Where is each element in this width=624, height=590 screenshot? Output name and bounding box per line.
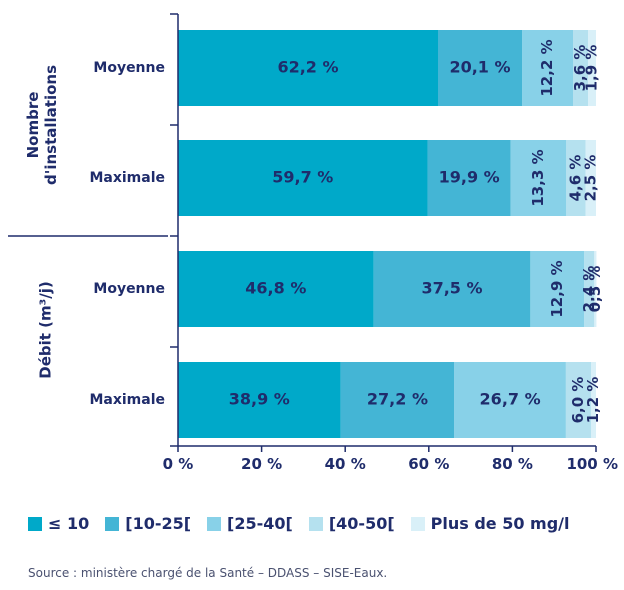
legend-item: [25-40[ <box>207 514 293 533</box>
group-label: Débit (m³/j) <box>37 281 55 378</box>
bar-segment <box>590 362 596 438</box>
value-label: 27,2 % <box>367 390 428 409</box>
value-label: 59,7 % <box>272 168 333 187</box>
x-tick-label: 100 % <box>566 455 618 473</box>
bar-segment <box>178 140 428 216</box>
legend-label: [10-25[ <box>125 514 192 533</box>
bar-segment <box>522 30 574 106</box>
value-label: 38,9 % <box>229 390 290 409</box>
legend-item: [40-50[ <box>308 514 395 533</box>
legend-label: Plus de 50 mg/l <box>430 514 570 533</box>
value-label: 0,5 % <box>586 266 604 313</box>
bar-segment <box>585 140 596 216</box>
bar-segment <box>437 30 523 106</box>
axes-layer: Moyenne Maximale Moyenne Maximale 0 % 20 % 40 … <box>8 13 618 473</box>
bar-segment <box>178 251 374 327</box>
value-label: 12,2 % <box>538 39 556 96</box>
value-label: 2,5 % <box>581 155 599 202</box>
value-label: 1,2 % <box>584 377 602 424</box>
category-label: Maximale <box>89 392 165 408</box>
x-tick-label: 20 % <box>241 455 282 473</box>
bar-segment <box>427 140 511 216</box>
value-label: 20,1 % <box>449 58 510 77</box>
legend-item: Plus de 50 mg/l <box>410 514 570 533</box>
value-label: 13,3 % <box>529 149 547 206</box>
bar-segment <box>510 140 567 216</box>
value-label: 19,9 % <box>439 168 500 187</box>
x-tick-label: 80 % <box>492 455 533 473</box>
value-label: 12,9 % <box>548 260 566 317</box>
bar-segment <box>565 362 591 438</box>
bar-segment <box>178 362 341 438</box>
bar-segment <box>594 251 597 327</box>
bar-segment <box>373 251 531 327</box>
x-tick-label: 60 % <box>408 455 449 473</box>
bars-layer: 62,2 % 20,1 % 12,2 % 3,6 %1,9 % 59,7 % 19,9 %… <box>178 30 604 438</box>
source-note: Source : ministère chargé de la Santé – … <box>28 566 388 580</box>
legend-label: ≤ 10 <box>48 514 90 533</box>
legend-swatch <box>308 516 323 531</box>
value-label: 62,2 % <box>277 58 338 77</box>
category-label: Moyenne <box>93 281 165 297</box>
bar-segment <box>530 251 585 327</box>
legend-label: [40-50[ <box>328 514 395 533</box>
value-label: 37,5 % <box>421 279 482 298</box>
value-label: 1,9 % <box>583 45 601 92</box>
bar-segment <box>573 30 589 106</box>
stacked-bar-chart: 62,2 % 20,1 % 12,2 % 3,6 %1,9 % 59,7 % 19,9 %… <box>8 13 618 473</box>
bar-segment <box>340 362 455 438</box>
legend-item: ≤ 10 <box>28 514 89 533</box>
bar-segment <box>588 30 596 106</box>
group-label: Nombred'installations <box>24 65 60 185</box>
legend-label: [25-40[ <box>227 514 293 533</box>
value-label: 2,4 % <box>580 266 598 313</box>
bar-segment <box>178 30 438 106</box>
bar-segment <box>584 251 595 327</box>
legend-swatch <box>105 516 120 531</box>
bar-segment <box>454 362 566 438</box>
category-label: Maximale <box>89 170 165 186</box>
x-tick-label: 40 % <box>325 455 366 473</box>
value-label: 3,6 % <box>571 45 589 92</box>
chart-legend: ≤ 10 [10-25[ [25-40[ [40-50[ Plus de 50 mg/l <box>28 514 570 533</box>
legend-item: [10-25[ <box>105 514 191 533</box>
bar-segment <box>566 140 586 216</box>
value-label: 46,8 % <box>245 279 306 298</box>
value-label: 4,6 % <box>566 155 584 202</box>
legend-swatch <box>28 516 42 531</box>
legend-swatch <box>207 516 222 531</box>
value-label: 6,0 % <box>569 377 587 424</box>
x-tick-label: 0 % <box>163 455 194 473</box>
value-label: 26,7 % <box>480 390 541 409</box>
legend-swatch <box>410 516 425 531</box>
category-label: Moyenne <box>93 60 165 76</box>
